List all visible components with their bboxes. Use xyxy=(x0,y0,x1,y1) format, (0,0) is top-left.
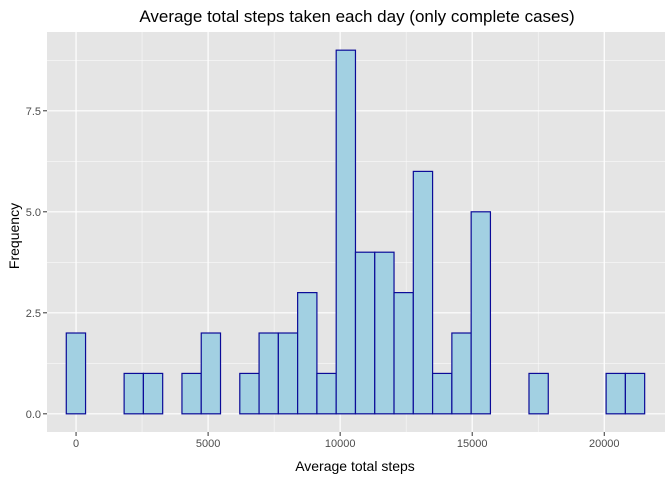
y-axis-label: Frequency xyxy=(6,203,22,269)
histogram-bar xyxy=(451,332,472,415)
x-tick-label: 5000 xyxy=(196,438,220,450)
histogram-bar xyxy=(65,332,87,415)
histogram-bar xyxy=(624,372,646,415)
histogram-bar xyxy=(277,332,299,415)
histogram-bar xyxy=(335,49,357,415)
histogram-bars xyxy=(65,49,646,415)
chart-title: Average total steps taken each day (only… xyxy=(139,7,574,26)
histogram-bar xyxy=(374,251,395,415)
x-tick-label: 20000 xyxy=(589,438,620,450)
y-tick-label: 0.0 xyxy=(26,409,41,421)
histogram-bar xyxy=(393,292,414,415)
histogram-bar xyxy=(181,372,202,415)
histogram-bar xyxy=(431,372,453,415)
x-tick-label: 10000 xyxy=(325,438,356,450)
histogram-bar xyxy=(316,372,337,415)
histogram-bar xyxy=(239,372,260,415)
x-axis-label: Average total steps xyxy=(295,458,415,474)
y-tick-label: 5.0 xyxy=(26,207,41,219)
histogram-bar xyxy=(528,372,549,415)
histogram-bar xyxy=(258,332,279,415)
histogram-bar xyxy=(605,372,626,415)
x-tick-label: 0 xyxy=(73,438,79,450)
y-axis: 0.0 2.5 5.0 7.5 xyxy=(26,106,47,421)
histogram-bar xyxy=(412,170,434,415)
histogram-bar xyxy=(142,372,164,415)
y-tick-label: 2.5 xyxy=(26,308,41,320)
y-tick-label: 7.5 xyxy=(26,106,41,118)
x-axis: 0 5000 10000 15000 20000 xyxy=(73,432,620,450)
histogram-bar xyxy=(123,372,144,415)
x-tick-label: 15000 xyxy=(457,438,488,450)
histogram-bar xyxy=(470,211,492,415)
histogram-bar xyxy=(297,292,318,415)
histogram-bar xyxy=(354,251,376,415)
histogram-bar xyxy=(200,332,222,415)
